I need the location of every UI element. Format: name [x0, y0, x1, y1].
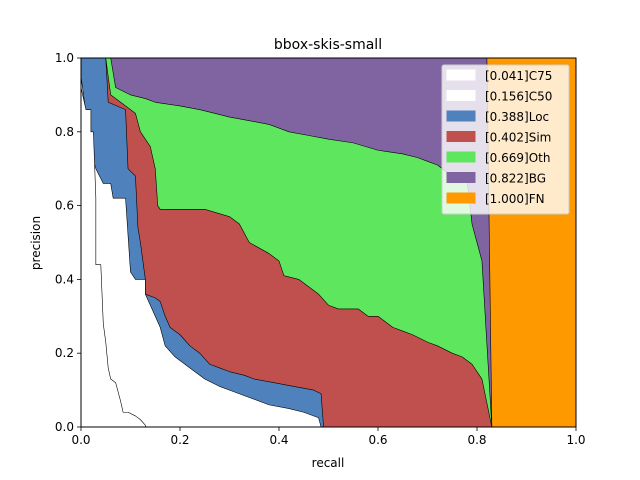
legend-swatch-sim [446, 131, 476, 142]
legend-label-c75: [0.041]C75 [485, 69, 552, 83]
x-tick-label: 0.6 [368, 433, 387, 447]
x-tick-label: 0.2 [170, 433, 189, 447]
legend-swatch-oth [446, 151, 476, 163]
area-series-group [80, 57, 577, 428]
legend: [0.041]C75 [0.156]C50 [0.388]Loc [0.402]Sim… [441, 64, 570, 215]
legend-label-c50: [0.156]C50 [485, 90, 552, 104]
y-tick-label: 1.0 [55, 51, 74, 65]
y-tick-label: 0.6 [55, 199, 74, 213]
plot-frame [80, 57, 577, 428]
x-axis: 0.0 0.2 0.4 0.6 0.8 1.0 [71, 427, 586, 447]
x-tick-label: 0.4 [269, 433, 288, 447]
legend-label-bg: [0.822]BG [485, 172, 546, 186]
x-tick-label: 0.8 [467, 433, 486, 447]
y-tick-label: 0.0 [55, 420, 74, 434]
y-tick-label: 0.4 [55, 272, 74, 286]
y-axis-label: precision [29, 216, 43, 270]
legend-swatch-c50 [446, 90, 476, 101]
legend-swatch-c75 [446, 69, 476, 81]
area-sim [80, 57, 493, 428]
y-axis: 0.0 0.2 0.4 0.6 0.8 1.0 [55, 51, 81, 434]
legend-items: [0.041]C75 [0.156]C50 [0.388]Loc [0.402]Sim… [446, 69, 552, 206]
legend-label-loc: [0.388]Loc [485, 110, 549, 124]
x-axis-label: recall [312, 456, 345, 470]
legend-label-oth: [0.669]Oth [485, 151, 550, 165]
area-c75 [80, 57, 147, 428]
legend-label-sim: [0.402]Sim [485, 131, 551, 145]
x-tick-label: 1.0 [566, 433, 585, 447]
legend-swatch-bg [446, 172, 476, 183]
x-tick-label: 0.0 [71, 433, 90, 447]
legend-swatch-fn [446, 192, 476, 204]
legend-swatch-loc [446, 110, 476, 122]
chart-title: bbox-skis-small [274, 37, 382, 53]
area-c50 [80, 57, 322, 428]
y-tick-label: 0.8 [55, 125, 74, 139]
legend-label-fn: [1.000]FN [485, 192, 545, 206]
y-tick-label: 0.2 [55, 346, 74, 360]
